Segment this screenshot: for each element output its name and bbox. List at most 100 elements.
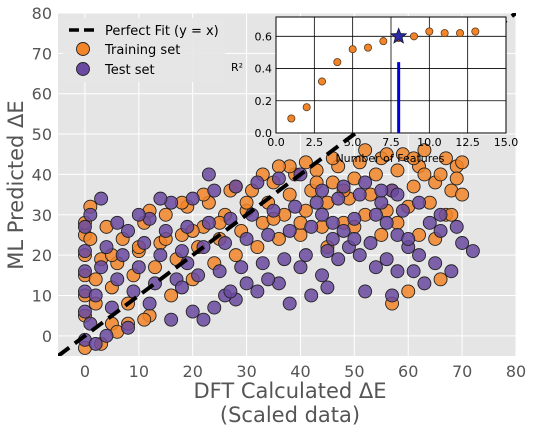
inset-x-axis-label: Number of Features: [335, 152, 444, 165]
x-axis-label-line2: (Scaled data): [220, 403, 360, 427]
inset-bar: [397, 62, 401, 133]
test-point: [239, 276, 254, 291]
y-tick-label: 40: [32, 165, 52, 184]
training-point: [390, 163, 405, 178]
test-point: [433, 207, 448, 222]
test-point: [401, 232, 416, 246]
inset-x-tick-label: 12.5: [455, 136, 480, 149]
y-axis-label: ML Predicted ΔE: [4, 100, 28, 269]
test-point: [304, 288, 319, 303]
inset-x-tick-label: 10.0: [417, 136, 442, 149]
test-point: [185, 191, 200, 206]
training-point: [239, 195, 254, 210]
inset-x-tick-label: 5.0: [344, 136, 362, 149]
training-point: [449, 171, 464, 186]
inset-highlight-star: [389, 27, 408, 44]
x-tick-label: 30: [236, 362, 256, 381]
inset-point: [425, 27, 434, 36]
test-point: [255, 256, 270, 271]
training-point: [455, 155, 470, 170]
test-point: [88, 336, 103, 351]
test-point: [153, 248, 168, 263]
training-point: [282, 187, 297, 202]
training-point: [271, 159, 286, 174]
training-set-points: [77, 143, 470, 355]
x-axis-label: DFT Calculated ΔE: [193, 379, 386, 403]
test-point: [266, 203, 281, 218]
test-point: [417, 276, 432, 291]
data-points: [58, 13, 516, 356]
test-point: [191, 268, 206, 283]
inset-x-tick-label: 2.5: [306, 136, 324, 149]
test-point: [77, 219, 92, 234]
legend-label: Training set: [104, 43, 180, 58]
test-point: [363, 236, 378, 250]
test-point: [325, 232, 340, 246]
test-point: [374, 195, 389, 210]
y-tick-label: 10: [32, 286, 52, 305]
test-point: [99, 240, 114, 254]
test-point: [465, 244, 480, 259]
test-point: [271, 171, 286, 186]
test-point: [234, 260, 249, 275]
inset-point: [287, 114, 296, 123]
test-point: [406, 264, 421, 279]
x-tick-label: 70: [452, 362, 472, 381]
training-point: [158, 207, 173, 222]
legend-label: Test set: [104, 63, 155, 78]
test-point: [196, 312, 211, 327]
training-point: [406, 179, 421, 194]
test-point: [121, 320, 135, 335]
test-point: [115, 248, 130, 263]
inset-x-tick-label: 0.0: [267, 136, 285, 149]
training-point: [137, 312, 152, 327]
test-point: [218, 236, 232, 250]
training-point: [455, 187, 470, 202]
test-point: [433, 223, 448, 238]
test-point: [331, 191, 346, 206]
training-point: [406, 151, 421, 166]
x-tick-label: 20: [183, 362, 203, 381]
test-point: [309, 195, 324, 210]
test-point: [153, 191, 168, 206]
test-point: [325, 215, 340, 230]
test-point: [368, 260, 383, 275]
training-point: [417, 143, 432, 158]
test-point: [352, 248, 367, 263]
test-point: [239, 232, 254, 246]
y-tick-label: 60: [32, 85, 52, 104]
training-point: [417, 167, 432, 182]
test-point: [422, 215, 437, 230]
y-tick-label: 20: [32, 246, 52, 265]
test-point: [336, 179, 351, 194]
y-tick-label: 30: [32, 206, 52, 225]
y-tick-label: 80: [32, 4, 52, 23]
training-point: [379, 147, 394, 162]
inset-y-tick-label: 0.4: [255, 63, 273, 76]
inset-y-tick-label: 0.2: [255, 95, 273, 108]
training-point: [358, 143, 373, 158]
x-tick-label: 50: [344, 362, 364, 381]
test-point: [131, 207, 146, 222]
x-tick-label: 0: [80, 362, 90, 381]
training-point: [401, 284, 416, 299]
test-point: [315, 207, 329, 222]
test-point: [228, 179, 243, 194]
test-point: [174, 280, 189, 295]
test-point: [298, 248, 313, 263]
training-point: [368, 167, 383, 182]
inset-point: [363, 43, 372, 52]
test-point: [137, 236, 152, 250]
test-point: [201, 167, 216, 182]
test-point: [455, 236, 470, 250]
inset-y-axis-label: R²: [231, 61, 243, 74]
training-point: [88, 272, 103, 287]
test-point: [207, 183, 222, 198]
legend: Perfect Fit (y = x) Training set Test set: [63, 18, 225, 82]
training-point: [374, 227, 389, 242]
test-point: [207, 300, 222, 315]
inset-point: [409, 32, 418, 41]
test-point: [282, 223, 297, 238]
test-point: [315, 268, 329, 283]
